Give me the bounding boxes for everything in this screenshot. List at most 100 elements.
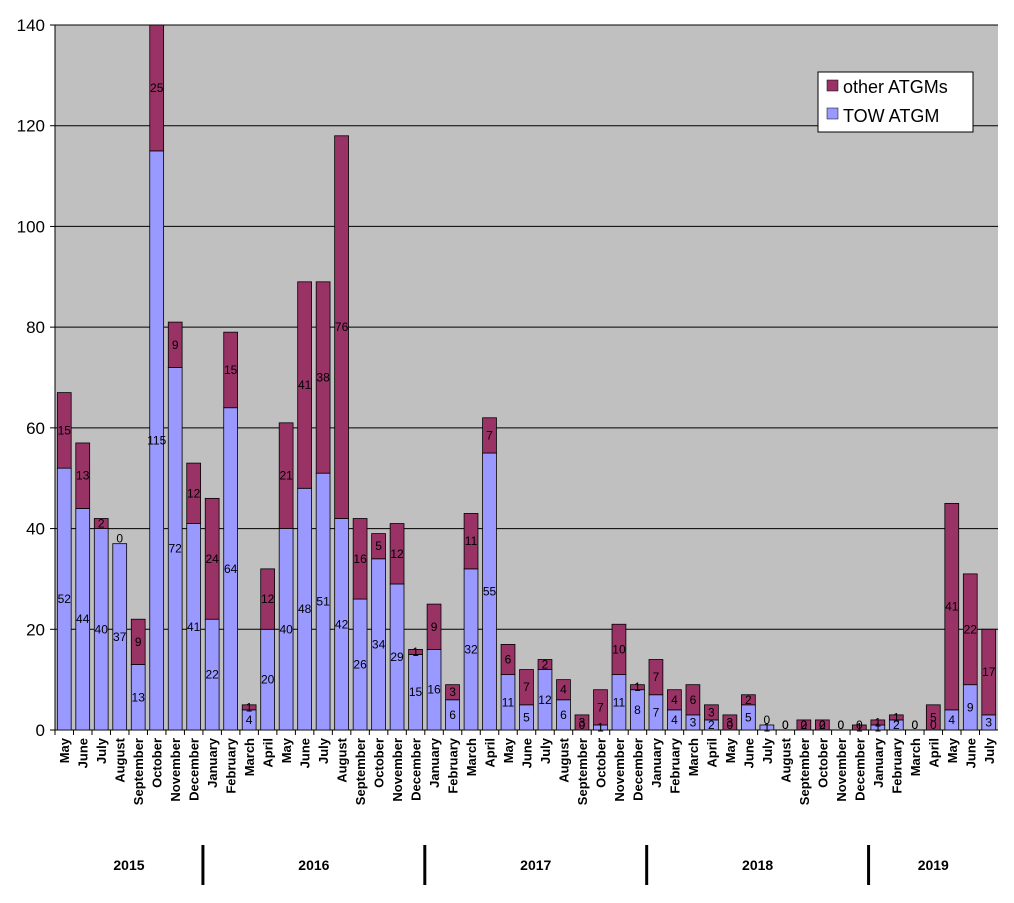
data-label-other: 3 bbox=[708, 705, 715, 719]
data-label-tow: 64 bbox=[224, 562, 238, 576]
data-label-other: 5 bbox=[375, 539, 382, 553]
x-category-label: July bbox=[538, 737, 553, 764]
bar-other bbox=[371, 533, 386, 560]
data-label-tow: 37 bbox=[113, 630, 127, 644]
bar-other bbox=[556, 679, 571, 701]
y-tick-label: 100 bbox=[17, 217, 45, 236]
x-category-label: May bbox=[945, 737, 960, 763]
data-label-other: 1 bbox=[634, 680, 641, 694]
data-label-tow: 52 bbox=[58, 592, 72, 606]
data-label-tow: 26 bbox=[353, 658, 367, 672]
legend-label-tow: TOW ATGM bbox=[843, 106, 939, 126]
x-category-label: October bbox=[150, 738, 165, 788]
bar-other bbox=[870, 719, 886, 726]
legend-swatch-other bbox=[826, 79, 839, 92]
data-label-tow: 6 bbox=[449, 708, 456, 722]
x-category-label: August bbox=[556, 737, 571, 782]
x-category-label: April bbox=[261, 738, 276, 768]
data-label-tow: 0 bbox=[727, 718, 734, 732]
data-label-other: 9 bbox=[135, 635, 142, 649]
data-label-tow: 0 bbox=[911, 718, 918, 732]
x-category-label: June bbox=[963, 738, 978, 768]
data-label-tow: 1 bbox=[764, 720, 771, 734]
data-label-tow: 1 bbox=[874, 720, 881, 734]
data-label-other: 6 bbox=[505, 653, 512, 667]
bar-other bbox=[722, 714, 738, 731]
bar-other bbox=[223, 331, 238, 409]
x-category-label: January bbox=[205, 737, 220, 788]
data-label-tow: 20 bbox=[261, 673, 275, 687]
data-label-other: 2 bbox=[542, 658, 549, 672]
data-label-other: 13 bbox=[76, 469, 90, 483]
data-label-other: 12 bbox=[261, 592, 275, 606]
bar-other bbox=[981, 628, 997, 716]
bars bbox=[56, 24, 997, 731]
data-label-tow: 9 bbox=[967, 700, 974, 714]
data-label-tow: 29 bbox=[390, 650, 404, 664]
data-label-tow: 11 bbox=[502, 695, 515, 709]
x-category-label: May bbox=[723, 737, 738, 763]
y-tick-label: 120 bbox=[17, 117, 45, 136]
bar-other bbox=[611, 623, 627, 676]
bar-other bbox=[463, 513, 479, 570]
x-category-label: December bbox=[187, 738, 202, 801]
data-label-other: 0 bbox=[764, 713, 771, 727]
bar-other bbox=[75, 442, 91, 509]
year-label: 2019 bbox=[918, 857, 949, 873]
data-label-tow: 16 bbox=[427, 683, 441, 697]
data-label-tow: 44 bbox=[76, 612, 90, 626]
x-category-label: July bbox=[760, 737, 775, 764]
x-category-label: October bbox=[815, 738, 830, 788]
bar-other bbox=[519, 669, 534, 706]
x-category-label: April bbox=[704, 738, 719, 768]
data-label-tow: 115 bbox=[147, 433, 166, 447]
data-label-other: 4 bbox=[671, 693, 678, 707]
data-label-other: 76 bbox=[335, 320, 349, 334]
x-category-label: May bbox=[279, 737, 294, 763]
data-label-other: 22 bbox=[964, 622, 978, 636]
data-label-tow: 0 bbox=[930, 718, 937, 732]
bar-other bbox=[815, 719, 830, 731]
data-label-other: 41 bbox=[298, 378, 312, 392]
bar-other bbox=[315, 281, 331, 474]
bar-other bbox=[648, 659, 664, 696]
data-label-tow: 34 bbox=[372, 637, 386, 651]
x-category-label: December bbox=[630, 738, 645, 801]
x-category-label: February bbox=[667, 737, 682, 793]
bar-other bbox=[352, 518, 368, 600]
x-category-label: November bbox=[390, 738, 405, 802]
data-label-tow: 6 bbox=[560, 708, 567, 722]
data-label-other: 3 bbox=[727, 715, 734, 729]
data-label-other: 6 bbox=[690, 693, 697, 707]
x-category-label: May bbox=[57, 737, 72, 763]
data-label-other: 15 bbox=[58, 423, 72, 437]
data-label-other: 16 bbox=[353, 552, 367, 566]
bar-other bbox=[260, 568, 275, 630]
data-label-tow: 41 bbox=[187, 620, 201, 634]
bar-other bbox=[685, 684, 701, 716]
data-label-other: 21 bbox=[279, 469, 293, 483]
bar-other bbox=[167, 321, 183, 368]
x-axis-categories: May June July August September October Novembe… bbox=[54, 730, 997, 805]
bar-other bbox=[426, 603, 442, 650]
x-category-label: July bbox=[94, 737, 109, 764]
data-label-tow: 42 bbox=[335, 617, 349, 631]
data-label-tow: 0 bbox=[782, 718, 789, 732]
x-category-label: June bbox=[741, 738, 756, 768]
data-label-tow: 2 bbox=[893, 718, 900, 732]
bar-other bbox=[204, 497, 220, 620]
bar-other bbox=[56, 392, 72, 469]
data-label-tow: 51 bbox=[316, 595, 330, 609]
bar-tow bbox=[112, 543, 128, 731]
data-label-tow: 55 bbox=[483, 585, 497, 599]
data-label-tow: 2 bbox=[708, 718, 715, 732]
data-label-other: 4 bbox=[560, 683, 567, 697]
bar-other bbox=[537, 659, 553, 670]
bar-other bbox=[297, 281, 312, 489]
x-category-label: November bbox=[168, 738, 183, 802]
legend: other ATGMs TOW ATGM bbox=[817, 71, 974, 133]
data-label-other: 7 bbox=[653, 670, 660, 684]
data-label-other: 2 bbox=[801, 718, 808, 732]
data-label-other: 12 bbox=[390, 547, 404, 561]
